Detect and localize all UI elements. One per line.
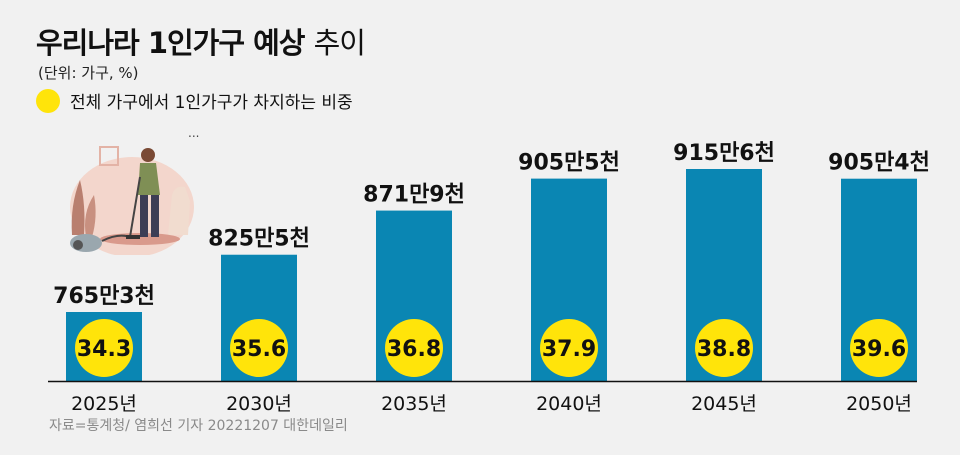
x-tick-label: 2030년 <box>226 393 292 415</box>
x-tick-label: 2040년 <box>536 393 602 415</box>
vacuum-person-illustration: ... <box>70 126 199 255</box>
share-circle <box>540 319 598 377</box>
chart-title: 우리나라 1인가구 예상 추이 <box>36 20 366 62</box>
title-light: 추이 <box>313 26 366 60</box>
share-value-label: 36.8 <box>387 337 441 362</box>
bar-value-label: 871만9천 <box>363 183 465 208</box>
share-value-label: 34.3 <box>77 337 131 362</box>
x-tick-label: 2035년 <box>381 393 447 415</box>
share-circle <box>230 319 288 377</box>
svg-text:...: ... <box>188 126 199 140</box>
bar-value-label: 765만3천 <box>53 284 155 309</box>
share-value-label: 37.9 <box>542 337 596 362</box>
legend-label: 전체 가구에서 1인가구가 차지하는 비중 <box>70 93 353 113</box>
source-credit: 자료=통계청/ 염희선 기자 20221207 대한데일리 <box>49 418 348 434</box>
bar-value-label: 915만6천 <box>673 141 775 166</box>
share-circle <box>75 319 133 377</box>
x-tick-label: 2050년 <box>846 393 912 415</box>
share-value-label: 38.8 <box>697 337 751 362</box>
bar-value-label: 905만4천 <box>828 151 930 176</box>
x-tick-label: 2045년 <box>691 393 757 415</box>
share-circle <box>695 319 753 377</box>
x-tick-label: 2025년 <box>71 393 137 415</box>
bar-value-label: 825만5천 <box>208 227 310 252</box>
unit-label: (단위: 가구, %) <box>38 64 139 82</box>
bar-value-label: 905만5천 <box>518 151 620 176</box>
share-value-label: 39.6 <box>852 337 906 362</box>
share-circle <box>850 319 908 377</box>
legend-marker <box>36 88 60 113</box>
share-circle <box>385 319 443 377</box>
title-bold: 우리나라 1인가구 예상 <box>36 26 305 60</box>
share-value-label: 35.6 <box>232 337 286 362</box>
legend: 전체 가구에서 1인가구가 차지하는 비중 <box>36 88 353 113</box>
